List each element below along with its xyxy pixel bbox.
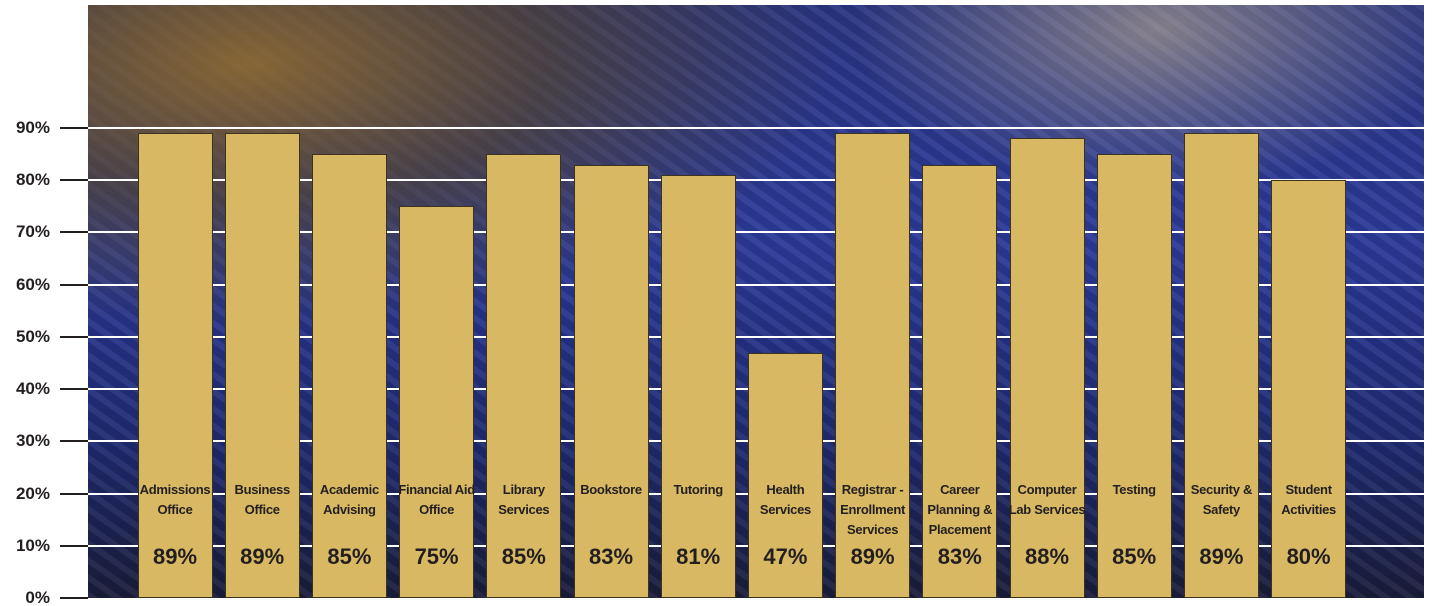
value-label: 83% [937,544,982,569]
value-label: 75% [414,544,459,569]
y-tick-label: 20% [15,483,50,503]
value-label: 81% [676,544,721,569]
value-label: 89% [152,544,198,569]
x-tick-label: Admissions Office [139,482,211,517]
value-label: 89% [240,544,285,569]
y-tick-label: 50% [15,326,50,346]
bar [224,133,300,598]
bar [311,154,387,598]
bar [1009,138,1085,598]
y-tick-label: 60% [15,274,50,294]
grid-line [88,335,1450,338]
y-tick-label: 70% [15,222,50,242]
bar [922,164,998,598]
value-label: 85% [327,544,372,569]
bar [573,164,649,598]
x-tick-label: Business Office [234,482,290,517]
y-tick-label: 10% [15,535,50,555]
y-tick-label: 80% [15,170,50,190]
tick-mark [60,440,88,443]
value-label: 83% [588,544,634,569]
x-tick-label: Tutoring [673,482,724,497]
x-tick-label: Financial Aid Office [398,482,475,517]
value-label: 89% [1199,544,1244,569]
bar [137,133,213,598]
tick-mark [60,492,88,495]
grid-line [88,231,1450,234]
x-tick-label: Library Services [498,482,550,517]
tick-mark [60,179,88,182]
bar [835,133,911,598]
x-tick-label: Testing [1112,482,1156,497]
bar [1096,154,1172,598]
bar [747,352,823,598]
y-tick-label: 40% [15,379,50,399]
grid-line [88,283,1450,286]
value-label: 80% [1286,544,1331,569]
tick-mark [60,335,88,338]
tick-mark [60,597,88,599]
tick-mark [60,388,88,391]
x-tick-label: Registrar - Enrollment Services [840,482,906,537]
value-label: 89% [850,544,895,569]
value-label: 88% [1024,544,1070,569]
bar [399,206,475,598]
y-tick-label: 90% [15,118,50,137]
x-tick-label: Bookstore [580,482,642,497]
bar [1183,133,1259,598]
grid-line [88,127,1450,129]
tick-mark [60,127,88,129]
value-label: 47% [763,544,808,569]
bar [1271,180,1347,598]
value-label: 85% [1112,544,1157,569]
y-tick-label: 0% [25,588,50,606]
tick-mark [60,231,88,234]
x-tick-label: Student Activities [1281,482,1336,517]
x-tick-label: Career Planning & Placement [927,482,993,537]
grid-line [88,179,1450,182]
x-tick-label: Health Services [759,482,811,517]
tick-mark [60,283,88,286]
x-tick-label: Academic Advising [319,482,379,517]
x-tick-label: Security & Safety [1190,482,1253,517]
y-tick-label: 30% [15,431,50,451]
tick-mark [60,544,88,547]
value-label: 85% [501,544,546,569]
x-tick-label: Computer Lab Services [1008,482,1086,517]
bar [660,175,736,598]
bar [486,154,562,598]
